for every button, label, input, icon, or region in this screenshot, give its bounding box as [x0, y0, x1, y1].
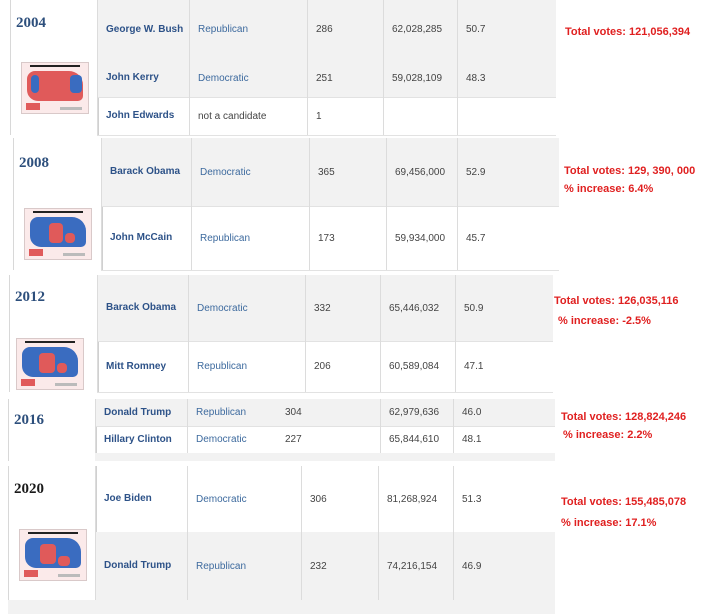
popular-votes: 60,589,084: [380, 341, 455, 392]
electoral-votes: 286: [307, 0, 383, 59]
year-label: 2020: [14, 481, 44, 497]
election-map-icon: [21, 62, 89, 114]
electoral-votes: 251: [307, 59, 383, 97]
popular-votes: [383, 97, 457, 135]
vote-percent: 52.9: [457, 138, 559, 206]
candidate-name: Donald Trump: [95, 399, 187, 426]
candidate-row: Barack Obama Democratic 332 65,446,032 5…: [97, 275, 553, 342]
election-block-2008: 2008 Barack Obama Democratic 365 69,456,…: [13, 138, 559, 271]
candidate-row: Barack Obama Democratic 365 69,456,000 5…: [101, 138, 559, 207]
candidate-party: Republican: [189, 0, 303, 59]
candidate-row: John Kerry Democratic 251 59,028,109 48.…: [97, 59, 556, 98]
candidate-party: Democratic: [188, 275, 305, 341]
candidate-name: John Kerry: [97, 59, 187, 97]
candidate-name: Mitt Romney: [97, 341, 188, 392]
candidate-row: Donald Trump Republican 304 62,979,636 4…: [95, 399, 555, 427]
electoral-votes: 365: [309, 138, 385, 206]
electoral-votes: 1: [307, 97, 383, 135]
candidate-name: Donald Trump: [95, 532, 187, 600]
candidate-party: Republican: [188, 341, 305, 392]
popular-votes: 74,216,154: [378, 532, 453, 600]
year-cell: 2008: [13, 138, 103, 270]
year-label: 2012: [15, 289, 45, 305]
vote-percent: 46.9: [453, 532, 555, 600]
vote-percent: 45.7: [457, 206, 559, 270]
popular-votes: 65,844,610: [380, 426, 454, 453]
vote-percent: 51.3: [453, 466, 555, 532]
popular-votes: 59,028,109: [383, 59, 457, 97]
candidate-party: Democratic: [187, 466, 301, 532]
candidate-name: John McCain: [101, 206, 193, 270]
candidate-row: Joe Biden Democratic 306 81,268,924 51.3: [95, 466, 555, 533]
candidate-party: Republican: [191, 206, 307, 270]
election-map-icon: [24, 208, 92, 260]
total-votes: Total votes: 129, 390, 000: [564, 165, 696, 177]
year-label: 2016: [14, 412, 44, 428]
candidate-row: John McCain Republican 173 59,934,000 45…: [101, 206, 559, 271]
spacer-row: [95, 453, 555, 461]
candidate-row: Hillary Clinton Democratic 227 65,844,61…: [95, 426, 555, 454]
election-block-2012: 2012 Barack Obama Democratic 332 65,446,…: [9, 275, 553, 393]
candidate-party: not a candidate: [189, 97, 303, 135]
year-cell: 2016: [8, 399, 97, 461]
popular-votes: 81,268,924: [378, 466, 453, 532]
election-map-icon: [16, 338, 84, 390]
candidate-name: Barack Obama: [97, 275, 188, 341]
candidate-name: Barack Obama: [101, 138, 193, 206]
election-block-2020: 2020 Joe Biden Democratic 306 81,268,924…: [8, 466, 555, 614]
percent-increase: % increase: 17.1%: [561, 517, 657, 529]
vote-percent: 50.9: [455, 275, 553, 341]
popular-votes: 59,934,000: [386, 206, 459, 270]
candidate-party: Democratic: [191, 138, 307, 206]
percent-increase: % increase: 2.2%: [563, 429, 653, 441]
electoral-votes: 206: [305, 341, 380, 392]
percent-increase: % increase: -2.5%: [558, 315, 651, 327]
candidate-row: John Edwards not a candidate 1: [97, 97, 556, 136]
total-votes: Total votes: 126,035,116: [554, 295, 679, 307]
year-cell: 2012: [9, 275, 99, 392]
year-label: 2004: [16, 15, 46, 31]
vote-percent: 50.7: [457, 0, 556, 59]
election-map-icon: [19, 529, 87, 581]
candidate-row: Donald Trump Republican 232 74,216,154 4…: [95, 532, 555, 601]
total-votes: Total votes: 128,824,246: [561, 411, 687, 423]
candidate-name: John Edwards: [97, 97, 187, 135]
total-votes: Total votes: 155,485,078: [561, 496, 687, 508]
vote-percent: 47.1: [455, 341, 553, 392]
candidate-name: Joe Biden: [95, 466, 187, 532]
electoral-votes: 173: [309, 206, 385, 270]
vote-percent: 48.3: [457, 59, 556, 97]
year-cell: 2020: [8, 466, 97, 614]
candidate-name: Hillary Clinton: [95, 426, 187, 453]
popular-votes: 65,446,032: [380, 275, 455, 341]
year-cell: 2004: [10, 0, 99, 135]
popular-votes: 62,028,285: [383, 0, 457, 59]
electoral-votes: 232: [301, 532, 379, 600]
candidate-party: Democratic: [189, 59, 303, 97]
spacer-row: [8, 600, 555, 614]
popular-votes: 62,979,636: [380, 399, 454, 426]
vote-percent: 46.0: [453, 399, 555, 426]
candidate-party: Republican: [187, 532, 301, 600]
electoral-votes: 306: [301, 466, 379, 532]
total-votes: Total votes: 121,056,394: [565, 26, 691, 38]
popular-votes: 69,456,000: [386, 138, 459, 206]
year-label: 2008: [19, 155, 49, 171]
election-block-2016: 2016 Donald Trump Republican 304 62,979,…: [8, 399, 555, 461]
candidate-row: Mitt Romney Republican 206 60,589,084 47…: [97, 341, 553, 393]
vote-percent: [457, 97, 556, 135]
percent-increase: % increase: 6.4%: [564, 183, 654, 195]
electoral-votes: 304: [285, 407, 302, 418]
candidate-name: George W. Bush: [97, 0, 187, 59]
candidate-party: Republican: [187, 399, 301, 426]
vote-percent: 48.1: [453, 426, 555, 453]
electoral-votes: 227: [285, 434, 302, 445]
election-block-2004: 2004 George W. Bush Republican 286 62,02…: [10, 0, 556, 136]
candidate-party: Democratic: [187, 426, 301, 453]
electoral-votes: 332: [305, 275, 380, 341]
candidate-row: George W. Bush Republican 286 62,028,285…: [97, 0, 556, 60]
